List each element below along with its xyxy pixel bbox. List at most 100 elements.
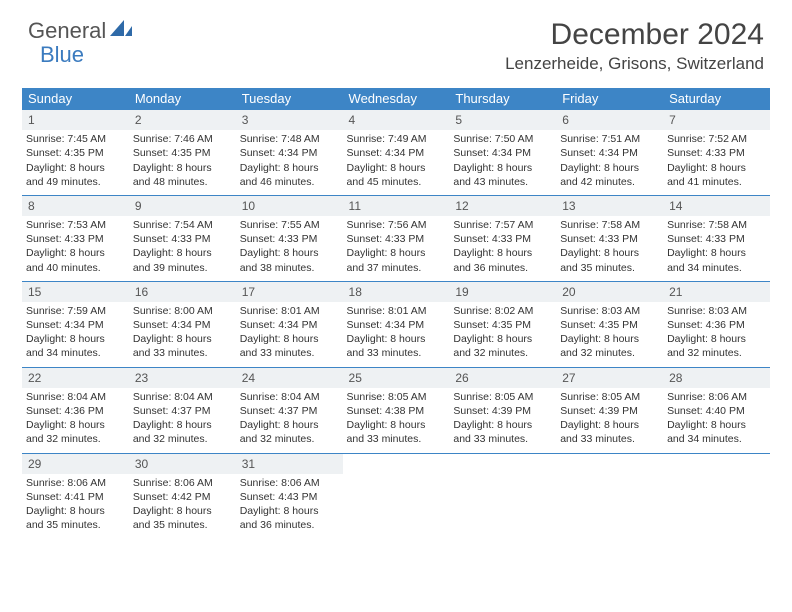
- sunset-line: Sunset: 4:40 PM: [667, 404, 766, 418]
- day-header: Tuesday: [236, 88, 343, 110]
- sunset-line: Sunset: 4:38 PM: [347, 404, 446, 418]
- day-header: Wednesday: [343, 88, 450, 110]
- sunrise-line: Sunrise: 8:05 AM: [453, 390, 552, 404]
- day-number-cell: 13: [556, 195, 663, 216]
- calendar-head: SundayMondayTuesdayWednesdayThursdayFrid…: [22, 88, 770, 110]
- sunrise-line: Sunrise: 8:03 AM: [560, 304, 659, 318]
- day-number-cell: 26: [449, 367, 556, 388]
- sunset-line: Sunset: 4:33 PM: [667, 232, 766, 246]
- sunrise-line: Sunrise: 8:06 AM: [240, 476, 339, 490]
- sunrise-line: Sunrise: 7:57 AM: [453, 218, 552, 232]
- day-detail-cell: [449, 474, 556, 539]
- day-detail-cell: Sunrise: 7:53 AMSunset: 4:33 PMDaylight:…: [22, 216, 129, 281]
- sunrise-line: Sunrise: 7:58 AM: [560, 218, 659, 232]
- sunset-line: Sunset: 4:43 PM: [240, 490, 339, 504]
- day-detail-cell: Sunrise: 8:06 AMSunset: 4:41 PMDaylight:…: [22, 474, 129, 539]
- sunrise-line: Sunrise: 7:59 AM: [26, 304, 125, 318]
- daynum-row: 1234567: [22, 110, 770, 131]
- day-detail-cell: Sunrise: 8:04 AMSunset: 4:37 PMDaylight:…: [129, 388, 236, 453]
- day-number-cell: 25: [343, 367, 450, 388]
- day-detail-cell: Sunrise: 8:01 AMSunset: 4:34 PMDaylight:…: [236, 302, 343, 367]
- sunrise-line: Sunrise: 7:51 AM: [560, 132, 659, 146]
- day-detail-cell: Sunrise: 8:06 AMSunset: 4:43 PMDaylight:…: [236, 474, 343, 539]
- sunrise-line: Sunrise: 8:06 AM: [26, 476, 125, 490]
- day-header: Sunday: [22, 88, 129, 110]
- day-number-cell: 6: [556, 110, 663, 131]
- day-detail-cell: Sunrise: 7:57 AMSunset: 4:33 PMDaylight:…: [449, 216, 556, 281]
- daylight-line: Daylight: 8 hours and 35 minutes.: [560, 246, 659, 274]
- header: General Blue December 2024 Lenzerheide, …: [0, 0, 792, 80]
- sunset-line: Sunset: 4:33 PM: [667, 146, 766, 160]
- sunset-line: Sunset: 4:34 PM: [133, 318, 232, 332]
- sunrise-line: Sunrise: 8:00 AM: [133, 304, 232, 318]
- sunset-line: Sunset: 4:34 PM: [453, 146, 552, 160]
- day-header: Friday: [556, 88, 663, 110]
- day-number-cell: [663, 453, 770, 474]
- day-number-cell: 24: [236, 367, 343, 388]
- day-number-cell: 4: [343, 110, 450, 131]
- sunset-line: Sunset: 4:34 PM: [240, 146, 339, 160]
- day-number-cell: 21: [663, 281, 770, 302]
- sunrise-line: Sunrise: 7:58 AM: [667, 218, 766, 232]
- day-header: Saturday: [663, 88, 770, 110]
- logo-text-2: Blue: [40, 42, 84, 68]
- sunrise-line: Sunrise: 8:04 AM: [133, 390, 232, 404]
- sunset-line: Sunset: 4:33 PM: [453, 232, 552, 246]
- daylight-line: Daylight: 8 hours and 48 minutes.: [133, 161, 232, 189]
- daylight-line: Daylight: 8 hours and 32 minutes.: [240, 418, 339, 446]
- daylight-line: Daylight: 8 hours and 42 minutes.: [560, 161, 659, 189]
- daylight-line: Daylight: 8 hours and 32 minutes.: [133, 418, 232, 446]
- day-number-cell: [343, 453, 450, 474]
- sunset-line: Sunset: 4:42 PM: [133, 490, 232, 504]
- day-number-cell: 9: [129, 195, 236, 216]
- sunset-line: Sunset: 4:39 PM: [560, 404, 659, 418]
- daylight-line: Daylight: 8 hours and 45 minutes.: [347, 161, 446, 189]
- day-detail-cell: [556, 474, 663, 539]
- day-number-cell: 12: [449, 195, 556, 216]
- sunset-line: Sunset: 4:34 PM: [240, 318, 339, 332]
- sunrise-line: Sunrise: 8:02 AM: [453, 304, 552, 318]
- day-detail-cell: Sunrise: 7:52 AMSunset: 4:33 PMDaylight:…: [663, 130, 770, 195]
- day-detail-cell: Sunrise: 8:00 AMSunset: 4:34 PMDaylight:…: [129, 302, 236, 367]
- daylight-line: Daylight: 8 hours and 33 minutes.: [453, 418, 552, 446]
- day-number-cell: 17: [236, 281, 343, 302]
- logo-sail-icon: [110, 18, 132, 44]
- day-detail-cell: Sunrise: 7:50 AMSunset: 4:34 PMDaylight:…: [449, 130, 556, 195]
- day-detail-cell: Sunrise: 7:54 AMSunset: 4:33 PMDaylight:…: [129, 216, 236, 281]
- sunrise-line: Sunrise: 8:05 AM: [347, 390, 446, 404]
- day-detail-cell: Sunrise: 8:01 AMSunset: 4:34 PMDaylight:…: [343, 302, 450, 367]
- day-detail-cell: Sunrise: 7:46 AMSunset: 4:35 PMDaylight:…: [129, 130, 236, 195]
- day-number-cell: 14: [663, 195, 770, 216]
- day-header: Monday: [129, 88, 236, 110]
- daylight-line: Daylight: 8 hours and 32 minutes.: [453, 332, 552, 360]
- sunrise-line: Sunrise: 7:52 AM: [667, 132, 766, 146]
- sunrise-line: Sunrise: 7:50 AM: [453, 132, 552, 146]
- sunset-line: Sunset: 4:35 PM: [26, 146, 125, 160]
- day-number-cell: 27: [556, 367, 663, 388]
- day-number-cell: 16: [129, 281, 236, 302]
- location-text: Lenzerheide, Grisons, Switzerland: [505, 54, 764, 74]
- daylight-line: Daylight: 8 hours and 34 minutes.: [26, 332, 125, 360]
- day-number-cell: 7: [663, 110, 770, 131]
- daylight-line: Daylight: 8 hours and 32 minutes.: [26, 418, 125, 446]
- title-block: December 2024 Lenzerheide, Grisons, Swit…: [505, 18, 764, 74]
- daylight-line: Daylight: 8 hours and 34 minutes.: [667, 418, 766, 446]
- sunrise-line: Sunrise: 8:03 AM: [667, 304, 766, 318]
- day-detail-cell: Sunrise: 8:03 AMSunset: 4:35 PMDaylight:…: [556, 302, 663, 367]
- sunset-line: Sunset: 4:35 PM: [133, 146, 232, 160]
- detail-row: Sunrise: 7:53 AMSunset: 4:33 PMDaylight:…: [22, 216, 770, 281]
- day-detail-cell: Sunrise: 8:05 AMSunset: 4:39 PMDaylight:…: [449, 388, 556, 453]
- daynum-row: 15161718192021: [22, 281, 770, 302]
- sunset-line: Sunset: 4:33 PM: [347, 232, 446, 246]
- day-detail-cell: [663, 474, 770, 539]
- day-detail-cell: Sunrise: 7:58 AMSunset: 4:33 PMDaylight:…: [556, 216, 663, 281]
- sunset-line: Sunset: 4:35 PM: [560, 318, 659, 332]
- day-detail-cell: Sunrise: 7:56 AMSunset: 4:33 PMDaylight:…: [343, 216, 450, 281]
- sunrise-line: Sunrise: 7:54 AM: [133, 218, 232, 232]
- day-number-cell: 1: [22, 110, 129, 131]
- calendar-table: SundayMondayTuesdayWednesdayThursdayFrid…: [22, 88, 770, 538]
- day-detail-cell: Sunrise: 8:06 AMSunset: 4:40 PMDaylight:…: [663, 388, 770, 453]
- sunset-line: Sunset: 4:33 PM: [240, 232, 339, 246]
- daylight-line: Daylight: 8 hours and 33 minutes.: [347, 418, 446, 446]
- sunset-line: Sunset: 4:34 PM: [560, 146, 659, 160]
